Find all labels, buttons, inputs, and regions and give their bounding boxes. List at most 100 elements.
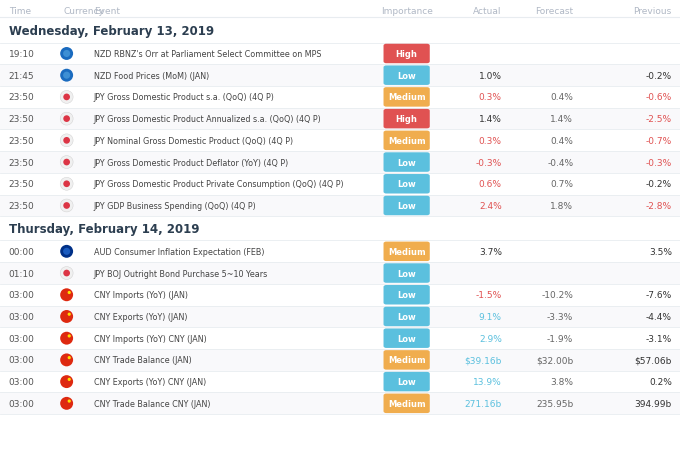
Text: JPY Nominal Gross Domestic Product (QoQ) (4Q P): JPY Nominal Gross Domestic Product (QoQ)… bbox=[94, 137, 294, 145]
Text: Importance: Importance bbox=[381, 6, 432, 16]
Text: 2.4%: 2.4% bbox=[479, 201, 502, 211]
Text: 1.4%: 1.4% bbox=[550, 115, 573, 124]
Ellipse shape bbox=[60, 267, 73, 280]
FancyBboxPatch shape bbox=[384, 66, 430, 86]
Text: -0.2%: -0.2% bbox=[646, 72, 672, 81]
Text: Previous: Previous bbox=[634, 6, 672, 16]
Text: 3.5%: 3.5% bbox=[649, 247, 672, 256]
Text: Forecast: Forecast bbox=[535, 6, 573, 16]
Text: 1.0%: 1.0% bbox=[479, 72, 502, 81]
FancyBboxPatch shape bbox=[384, 44, 430, 64]
Text: JPY Gross Domestic Product Private Consumption (QoQ) (4Q P): JPY Gross Domestic Product Private Consu… bbox=[94, 180, 345, 189]
Text: Low: Low bbox=[397, 377, 416, 386]
Text: CNY Trade Balance CNY (JAN): CNY Trade Balance CNY (JAN) bbox=[94, 399, 210, 408]
Text: 235.95b: 235.95b bbox=[536, 399, 573, 408]
Text: 23:50: 23:50 bbox=[9, 180, 35, 189]
Text: Medium: Medium bbox=[388, 356, 426, 364]
Text: -0.7%: -0.7% bbox=[645, 137, 672, 145]
Text: 1.8%: 1.8% bbox=[550, 201, 573, 211]
Text: CNY Exports (YoY) (JAN): CNY Exports (YoY) (JAN) bbox=[94, 313, 188, 321]
FancyBboxPatch shape bbox=[0, 174, 680, 195]
Text: High: High bbox=[396, 50, 418, 59]
Text: -7.6%: -7.6% bbox=[645, 291, 672, 300]
Text: CNY Trade Balance (JAN): CNY Trade Balance (JAN) bbox=[94, 356, 192, 364]
Text: 23:50: 23:50 bbox=[9, 115, 35, 124]
Ellipse shape bbox=[63, 94, 70, 101]
Ellipse shape bbox=[67, 356, 71, 359]
Text: CNY Exports (YoY) CNY (JAN): CNY Exports (YoY) CNY (JAN) bbox=[94, 377, 206, 386]
Text: JPY GDP Business Spending (QoQ) (4Q P): JPY GDP Business Spending (QoQ) (4Q P) bbox=[94, 201, 256, 211]
Text: 0.3%: 0.3% bbox=[479, 137, 502, 145]
Text: Low: Low bbox=[397, 180, 416, 189]
Text: -0.4%: -0.4% bbox=[547, 158, 573, 167]
Ellipse shape bbox=[63, 51, 70, 58]
Ellipse shape bbox=[60, 375, 73, 388]
Ellipse shape bbox=[60, 91, 73, 104]
FancyBboxPatch shape bbox=[0, 263, 680, 284]
FancyBboxPatch shape bbox=[384, 264, 430, 283]
Text: 0.2%: 0.2% bbox=[649, 377, 672, 386]
Text: JPY BOJ Outright Bond Purchase 5~10 Years: JPY BOJ Outright Bond Purchase 5~10 Year… bbox=[94, 269, 268, 278]
Text: Low: Low bbox=[397, 201, 416, 211]
Text: Low: Low bbox=[397, 269, 416, 278]
Text: AUD Consumer Inflation Expectation (FEB): AUD Consumer Inflation Expectation (FEB) bbox=[94, 247, 265, 256]
Text: 0.7%: 0.7% bbox=[550, 180, 573, 189]
Ellipse shape bbox=[67, 313, 71, 316]
Text: 21:45: 21:45 bbox=[9, 72, 35, 81]
Text: CNY Imports (YoY) (JAN): CNY Imports (YoY) (JAN) bbox=[94, 291, 188, 300]
Text: 23:50: 23:50 bbox=[9, 93, 35, 102]
Ellipse shape bbox=[63, 203, 70, 209]
Text: Medium: Medium bbox=[388, 93, 426, 102]
FancyBboxPatch shape bbox=[384, 131, 430, 151]
Ellipse shape bbox=[60, 48, 73, 61]
FancyBboxPatch shape bbox=[384, 307, 430, 326]
Text: 23:50: 23:50 bbox=[9, 137, 35, 145]
Text: 19:10: 19:10 bbox=[9, 50, 35, 59]
Ellipse shape bbox=[60, 288, 73, 301]
Text: 3.8%: 3.8% bbox=[550, 377, 573, 386]
Ellipse shape bbox=[63, 270, 70, 277]
Ellipse shape bbox=[67, 400, 71, 403]
Text: Actual: Actual bbox=[473, 6, 502, 16]
FancyBboxPatch shape bbox=[384, 350, 430, 370]
Ellipse shape bbox=[63, 138, 70, 144]
Text: Low: Low bbox=[397, 334, 416, 343]
Ellipse shape bbox=[60, 135, 73, 148]
Text: 03:00: 03:00 bbox=[9, 377, 35, 386]
Text: NZD Food Prices (MoM) (JAN): NZD Food Prices (MoM) (JAN) bbox=[94, 72, 209, 81]
Ellipse shape bbox=[67, 378, 71, 381]
Text: 01:10: 01:10 bbox=[9, 269, 35, 278]
Text: Wednesday, February 13, 2019: Wednesday, February 13, 2019 bbox=[9, 25, 214, 38]
Text: -0.3%: -0.3% bbox=[645, 158, 672, 167]
Text: 13.9%: 13.9% bbox=[473, 377, 502, 386]
FancyBboxPatch shape bbox=[384, 153, 430, 172]
Ellipse shape bbox=[60, 397, 73, 410]
FancyBboxPatch shape bbox=[0, 328, 680, 349]
Text: -0.2%: -0.2% bbox=[646, 180, 672, 189]
FancyBboxPatch shape bbox=[384, 88, 430, 107]
FancyBboxPatch shape bbox=[384, 110, 430, 129]
Text: 23:50: 23:50 bbox=[9, 201, 35, 211]
FancyBboxPatch shape bbox=[0, 87, 680, 108]
Text: 23:50: 23:50 bbox=[9, 158, 35, 167]
FancyBboxPatch shape bbox=[0, 152, 680, 174]
FancyBboxPatch shape bbox=[384, 329, 430, 348]
FancyBboxPatch shape bbox=[384, 394, 430, 413]
FancyBboxPatch shape bbox=[0, 371, 680, 393]
Ellipse shape bbox=[63, 73, 70, 80]
Text: 394.99b: 394.99b bbox=[634, 399, 672, 408]
Ellipse shape bbox=[60, 310, 73, 323]
Text: 03:00: 03:00 bbox=[9, 356, 35, 364]
Text: 0.3%: 0.3% bbox=[479, 93, 502, 102]
Ellipse shape bbox=[60, 156, 73, 169]
Text: Low: Low bbox=[397, 72, 416, 81]
Text: -4.4%: -4.4% bbox=[646, 313, 672, 321]
Ellipse shape bbox=[60, 200, 73, 213]
Text: Thursday, February 14, 2019: Thursday, February 14, 2019 bbox=[9, 222, 199, 235]
Text: Currency: Currency bbox=[63, 6, 104, 16]
Text: Medium: Medium bbox=[388, 247, 426, 256]
Text: 03:00: 03:00 bbox=[9, 399, 35, 408]
Text: -10.2%: -10.2% bbox=[541, 291, 573, 300]
FancyBboxPatch shape bbox=[384, 372, 430, 392]
FancyBboxPatch shape bbox=[384, 285, 430, 305]
